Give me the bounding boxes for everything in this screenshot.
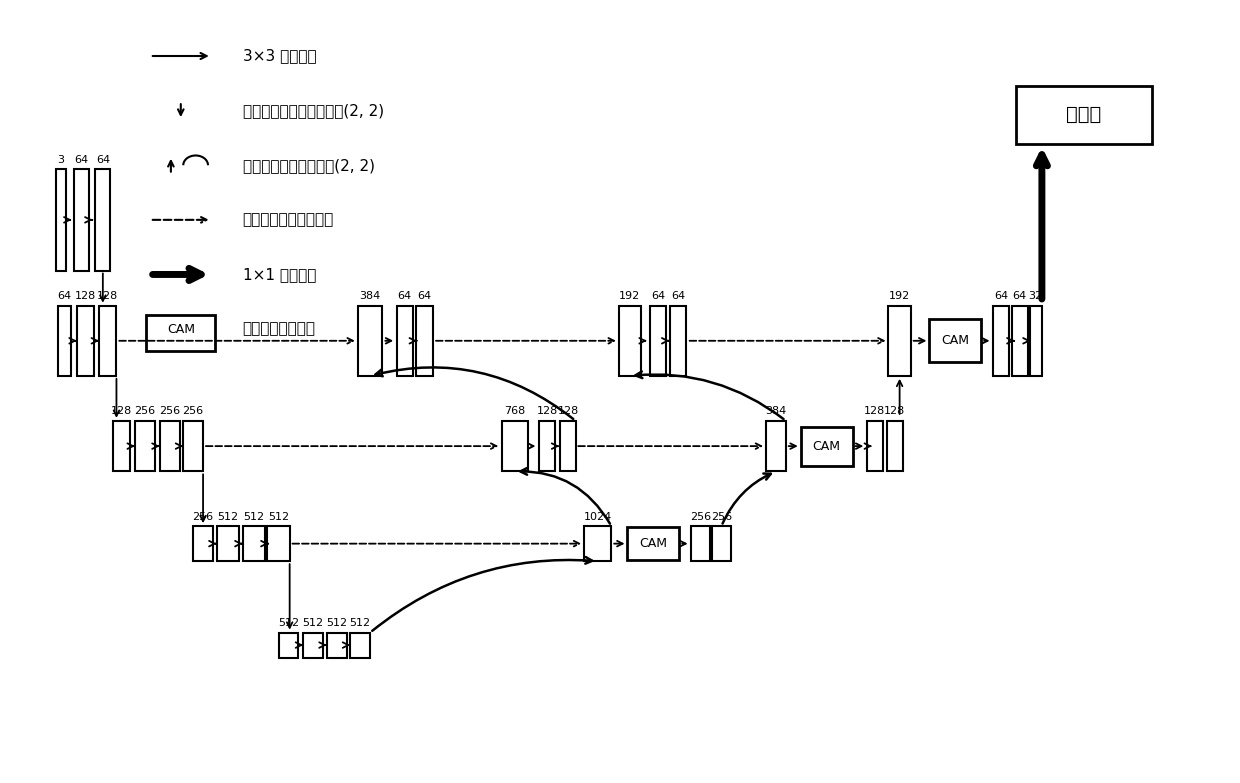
Bar (95, 169, 110, 271)
Bar (670, 305, 686, 376)
Bar (560, 420, 577, 471)
Text: 128: 128 (74, 291, 97, 301)
Bar (801, 427, 853, 466)
Bar (691, 526, 711, 561)
Text: 192: 192 (619, 291, 641, 301)
Text: 上采样操作，放大尺度(2, 2): 上采样操作，放大尺度(2, 2) (243, 157, 374, 173)
Bar (993, 305, 1009, 376)
Text: 128: 128 (537, 406, 558, 417)
Text: 1024: 1024 (584, 512, 611, 521)
Text: 32: 32 (1029, 291, 1043, 301)
Bar (1016, 85, 1152, 144)
Text: 256: 256 (689, 512, 711, 521)
Text: 密度图: 密度图 (1066, 105, 1101, 124)
Text: 64: 64 (651, 291, 666, 301)
Text: 384: 384 (765, 406, 786, 417)
Bar (327, 633, 346, 658)
Text: 64: 64 (57, 291, 72, 301)
Text: 3×3 卷积操作: 3×3 卷积操作 (243, 49, 316, 63)
Text: 通道域注意力模块: 通道域注意力模块 (243, 322, 316, 337)
Bar (279, 633, 299, 658)
Text: 256: 256 (192, 512, 213, 521)
Text: 1×1 卷积操作: 1×1 卷积操作 (243, 267, 316, 282)
Bar (99, 305, 117, 376)
Bar (627, 527, 680, 561)
Text: 64: 64 (74, 155, 89, 164)
Bar (584, 526, 611, 561)
Bar (193, 526, 213, 561)
Text: 512: 512 (217, 512, 238, 521)
Text: 64: 64 (95, 155, 110, 164)
Bar (397, 305, 413, 376)
Text: 256: 256 (134, 406, 155, 417)
Text: 128: 128 (110, 406, 131, 417)
Text: 256: 256 (159, 406, 180, 417)
Text: 64: 64 (1013, 291, 1027, 301)
Text: 输出当前特征到下一层: 输出当前特征到下一层 (243, 212, 334, 227)
Text: 128: 128 (864, 406, 885, 417)
Bar (243, 526, 265, 561)
Bar (1012, 305, 1028, 376)
Bar (56, 169, 66, 271)
Text: 3: 3 (57, 155, 64, 164)
Text: 64: 64 (398, 291, 412, 301)
Text: 512: 512 (326, 619, 347, 628)
Bar (417, 305, 433, 376)
Bar (350, 633, 370, 658)
Bar (357, 305, 382, 376)
Text: 256: 256 (182, 406, 203, 417)
Bar (268, 526, 290, 561)
Bar (712, 526, 732, 561)
Bar (502, 420, 528, 471)
Text: CAM: CAM (640, 537, 667, 550)
Bar (887, 420, 903, 471)
Text: 64: 64 (671, 291, 686, 301)
Text: 128: 128 (97, 291, 118, 301)
Text: 384: 384 (360, 291, 381, 301)
Text: 64: 64 (418, 291, 432, 301)
Text: 128: 128 (558, 406, 579, 417)
Bar (889, 305, 910, 376)
Bar (217, 526, 239, 561)
Bar (135, 420, 155, 471)
Text: 512: 512 (243, 512, 264, 521)
Text: 256: 256 (711, 512, 732, 521)
Bar (867, 420, 883, 471)
Bar (304, 633, 324, 658)
Text: 512: 512 (278, 619, 299, 628)
Text: 512: 512 (268, 512, 289, 521)
Bar (650, 305, 666, 376)
Bar (113, 420, 130, 471)
Text: 最大池化操作，池化尺度(2, 2): 最大池化操作，池化尺度(2, 2) (243, 103, 383, 118)
Text: 512: 512 (303, 619, 324, 628)
Bar (146, 315, 216, 351)
Bar (58, 305, 71, 376)
Bar (77, 305, 94, 376)
Text: 768: 768 (505, 406, 526, 417)
Bar (929, 319, 981, 363)
Text: CAM: CAM (167, 323, 195, 336)
Bar (619, 305, 641, 376)
Bar (74, 169, 89, 271)
Bar (160, 420, 180, 471)
Text: CAM: CAM (812, 439, 841, 453)
Text: CAM: CAM (941, 334, 970, 348)
Text: 512: 512 (350, 619, 371, 628)
Text: 128: 128 (884, 406, 905, 417)
Bar (1029, 305, 1042, 376)
Bar (766, 420, 786, 471)
Text: 192: 192 (889, 291, 910, 301)
Text: 64: 64 (994, 291, 1008, 301)
Bar (539, 420, 556, 471)
Bar (184, 420, 203, 471)
